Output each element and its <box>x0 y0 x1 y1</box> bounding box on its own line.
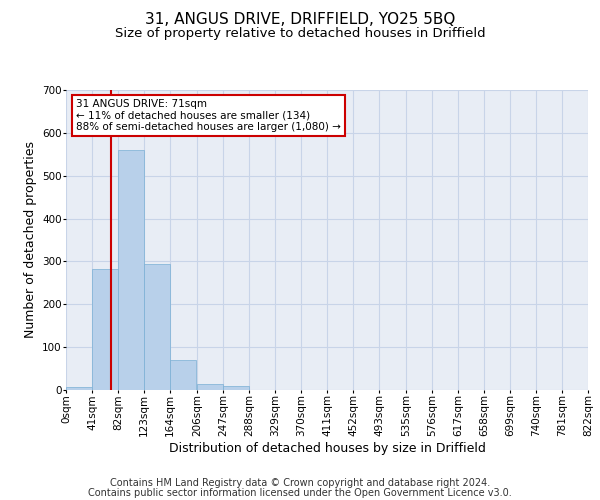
Y-axis label: Number of detached properties: Number of detached properties <box>23 142 37 338</box>
X-axis label: Distribution of detached houses by size in Driffield: Distribution of detached houses by size … <box>169 442 485 455</box>
Bar <box>197 384 223 390</box>
Text: 31 ANGUS DRIVE: 71sqm
← 11% of detached houses are smaller (134)
88% of semi-det: 31 ANGUS DRIVE: 71sqm ← 11% of detached … <box>76 99 341 132</box>
Text: Contains public sector information licensed under the Open Government Licence v3: Contains public sector information licen… <box>88 488 512 498</box>
Text: 31, ANGUS DRIVE, DRIFFIELD, YO25 5BQ: 31, ANGUS DRIVE, DRIFFIELD, YO25 5BQ <box>145 12 455 28</box>
Text: Contains HM Land Registry data © Crown copyright and database right 2024.: Contains HM Land Registry data © Crown c… <box>110 478 490 488</box>
Bar <box>66 387 92 390</box>
Bar <box>144 264 170 390</box>
Bar <box>118 150 144 390</box>
Bar <box>92 268 118 390</box>
Text: Size of property relative to detached houses in Driffield: Size of property relative to detached ho… <box>115 28 485 40</box>
Bar <box>223 386 249 390</box>
Bar <box>170 360 196 390</box>
